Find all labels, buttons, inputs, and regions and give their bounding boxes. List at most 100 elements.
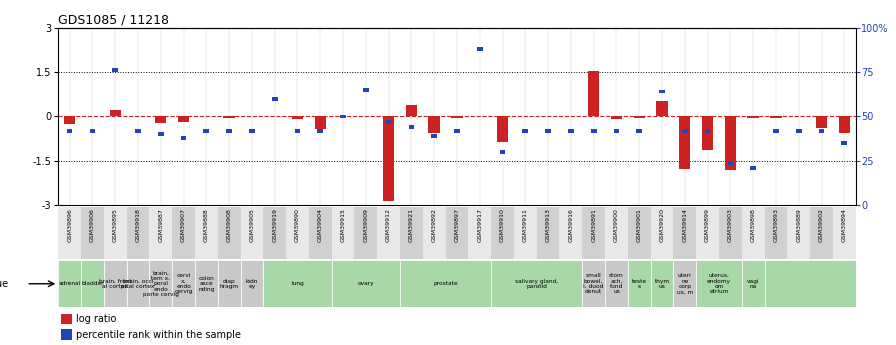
Bar: [150, 207, 172, 259]
Bar: [377, 207, 400, 259]
Bar: [64, 116, 75, 124]
Bar: [605, 260, 628, 307]
Bar: [177, 116, 189, 122]
Bar: [332, 207, 355, 259]
Text: GSM39899: GSM39899: [705, 208, 711, 242]
Text: GSM39921: GSM39921: [409, 208, 414, 242]
Bar: [788, 207, 810, 259]
Bar: [317, 129, 323, 132]
Text: thym
us: thym us: [654, 278, 669, 289]
Text: diap
hragm: diap hragm: [220, 278, 238, 289]
Text: ovary: ovary: [358, 281, 375, 286]
Bar: [628, 260, 650, 307]
Bar: [514, 207, 537, 259]
Bar: [286, 207, 309, 259]
Bar: [674, 207, 696, 259]
Bar: [496, 116, 508, 141]
Bar: [195, 207, 218, 259]
Text: uterus,
endomy
om
etrium: uterus, endomy om etrium: [707, 273, 731, 294]
Bar: [636, 129, 642, 132]
Bar: [355, 207, 377, 259]
Bar: [469, 207, 491, 259]
Bar: [240, 207, 263, 259]
Bar: [590, 129, 597, 132]
Text: GSM39890: GSM39890: [295, 208, 300, 242]
Bar: [559, 207, 582, 259]
Text: colon
asce
nding: colon asce nding: [198, 276, 214, 292]
Text: GSM39892: GSM39892: [432, 208, 436, 242]
Bar: [841, 141, 847, 145]
Bar: [522, 129, 528, 132]
Bar: [815, 116, 827, 128]
Text: GSM39905: GSM39905: [249, 208, 254, 242]
Text: GSM39900: GSM39900: [614, 208, 619, 242]
Text: log ratio: log ratio: [75, 314, 116, 324]
Bar: [771, 116, 781, 118]
Bar: [537, 207, 559, 259]
Text: GSM39920: GSM39920: [659, 208, 665, 242]
Bar: [728, 161, 733, 165]
Bar: [271, 97, 278, 101]
Bar: [181, 136, 186, 140]
Text: bladder: bladder: [82, 281, 104, 286]
Text: GSM39907: GSM39907: [181, 208, 186, 242]
Text: GSM39906: GSM39906: [90, 208, 95, 242]
Bar: [796, 129, 802, 132]
Text: brain, occi
pital cortex: brain, occi pital cortex: [121, 278, 155, 289]
Text: uteri
ne
corp
us, m: uteri ne corp us, m: [676, 273, 693, 294]
Bar: [705, 129, 711, 132]
Bar: [150, 260, 172, 307]
Bar: [546, 129, 551, 132]
Text: adrenal: adrenal: [58, 281, 81, 286]
Text: cervi
x,
endo
cervig: cervi x, endo cervig: [175, 273, 193, 294]
Text: GSM39911: GSM39911: [522, 208, 528, 242]
Bar: [58, 260, 81, 307]
Text: GSM39888: GSM39888: [203, 208, 209, 242]
Bar: [81, 207, 104, 259]
Bar: [764, 260, 856, 307]
Bar: [240, 260, 263, 307]
Text: GSM39910: GSM39910: [500, 208, 505, 242]
Text: GSM39887: GSM39887: [159, 208, 163, 242]
Bar: [249, 129, 254, 132]
Bar: [679, 116, 691, 169]
Text: GSM39917: GSM39917: [478, 208, 482, 242]
Text: GSM39909: GSM39909: [363, 208, 368, 242]
Bar: [674, 260, 696, 307]
Bar: [90, 129, 95, 132]
Text: GSM39919: GSM39919: [272, 208, 277, 242]
Bar: [431, 134, 437, 138]
Bar: [400, 207, 423, 259]
Bar: [839, 116, 850, 133]
Text: GSM39904: GSM39904: [318, 208, 323, 242]
Bar: [702, 116, 713, 150]
Text: teste
s: teste s: [632, 278, 647, 289]
Bar: [773, 129, 779, 132]
Bar: [295, 129, 300, 132]
Bar: [423, 207, 445, 259]
Bar: [491, 207, 514, 259]
Bar: [104, 207, 126, 259]
Bar: [409, 125, 414, 129]
Bar: [682, 129, 687, 132]
Bar: [332, 260, 400, 307]
Bar: [750, 166, 756, 170]
Bar: [605, 207, 628, 259]
Bar: [400, 260, 491, 307]
Bar: [58, 207, 81, 259]
Bar: [696, 207, 719, 259]
Bar: [454, 129, 460, 132]
Bar: [833, 207, 856, 259]
Text: percentile rank within the sample: percentile rank within the sample: [75, 330, 240, 340]
Bar: [172, 260, 195, 307]
Text: GDS1085 / 11218: GDS1085 / 11218: [58, 13, 169, 27]
Bar: [650, 207, 674, 259]
Bar: [314, 116, 326, 129]
Bar: [659, 90, 665, 93]
Bar: [158, 132, 164, 136]
Bar: [203, 129, 209, 132]
Text: lung: lung: [291, 281, 304, 286]
Bar: [61, 314, 72, 324]
Text: GSM39901: GSM39901: [637, 208, 642, 242]
Bar: [61, 329, 72, 340]
